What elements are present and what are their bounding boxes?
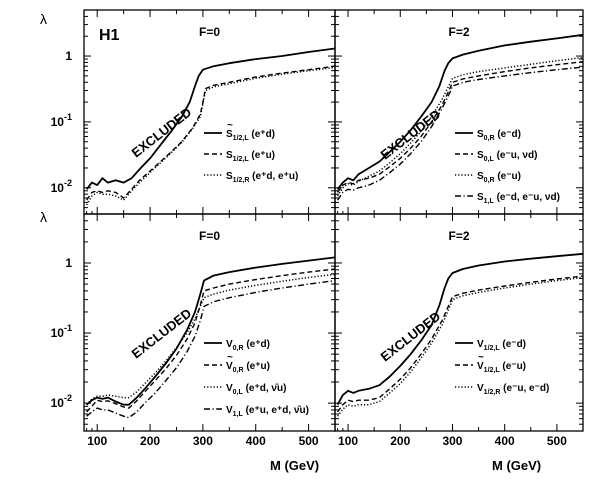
legend-label: V0,R (e⁺u) [226,361,270,374]
x-tick-label: 300 [193,434,213,448]
x-tick-label: 100 [87,434,107,448]
series-line-dashed [337,61,583,193]
legend-label: S0,R (e⁻u) [477,171,521,184]
y-tick-label: 10-2 [51,393,72,410]
series-line-dotted [85,66,335,206]
legend-label: V1/2,L (e⁻d) [477,339,526,352]
legend-label: V0,L (e⁺d, ν̄u) [226,383,286,396]
panel-frame [83,213,336,432]
legend-label: S1/2,R (e⁺d, e⁺u) [226,171,298,184]
panel-frame [334,213,584,432]
series-line-dotted [86,273,335,406]
series-line-dashed [86,65,335,201]
panel-title: F=2 [448,25,469,39]
x-tick-label: 400 [495,434,515,448]
y-axis-symbol-top: λ [40,11,47,27]
panel-frame [83,9,336,215]
series-line-solid [336,252,583,406]
x-axis-title-left: M (GeV) [270,458,319,473]
series-line-solid [86,256,335,406]
legend-tilde: ~ [227,352,233,363]
legend-tilde: ~ [227,120,233,131]
legend-label: S1/2,L (e⁺d) [226,129,275,142]
series-line-dotted [336,56,583,197]
y-tick-label: 1 [65,256,72,270]
series-line-dotted [336,276,583,417]
legend-label: V1,L (e⁺u, e⁺d, ν̄u) [226,405,309,418]
figure-logo: H1 [99,27,120,44]
panel-title: F=2 [448,229,469,243]
legend-label: S1,L (e⁻d, e⁻u, νd) [477,192,560,205]
y-tick-label: 1 [65,49,72,63]
x-tick-label: 300 [442,434,462,448]
y-tick-label: 10-1 [51,112,72,129]
legend-label: S0,L (e⁻u, νd) [477,150,537,163]
panel-title: F=0 [199,25,220,39]
legend-label: V1/2,L (e⁻u) [477,361,526,374]
series-line-dashed [86,268,335,413]
x-tick-label: 400 [246,434,266,448]
series-line-dashdot [86,279,335,419]
legend-label: V0,R (e⁺d) [226,339,270,352]
y-tick-label: 10-1 [51,323,72,340]
x-tick-label: 100 [338,434,358,448]
x-tick-label: 200 [140,434,160,448]
x-tick-label: 500 [547,434,567,448]
legend-label: S1/2,L (e⁺u) [226,150,275,163]
series-line-solid [336,33,583,190]
legend-label: V1/2,R (e⁻u, e⁻d) [477,383,549,396]
x-tick-label: 200 [390,434,410,448]
x-axis-title-right: M (GeV) [492,458,541,473]
series-line-dashed [337,275,583,413]
x-tick-label: 500 [299,434,319,448]
panel-title: F=0 [199,229,220,243]
y-axis-symbol-bottom: λ [40,209,47,225]
legend-label: S0,R (e⁻d) [477,129,521,142]
legend-tilde: ~ [478,352,484,363]
y-tick-label: 10-2 [51,178,72,195]
series-line-solid [85,47,335,190]
